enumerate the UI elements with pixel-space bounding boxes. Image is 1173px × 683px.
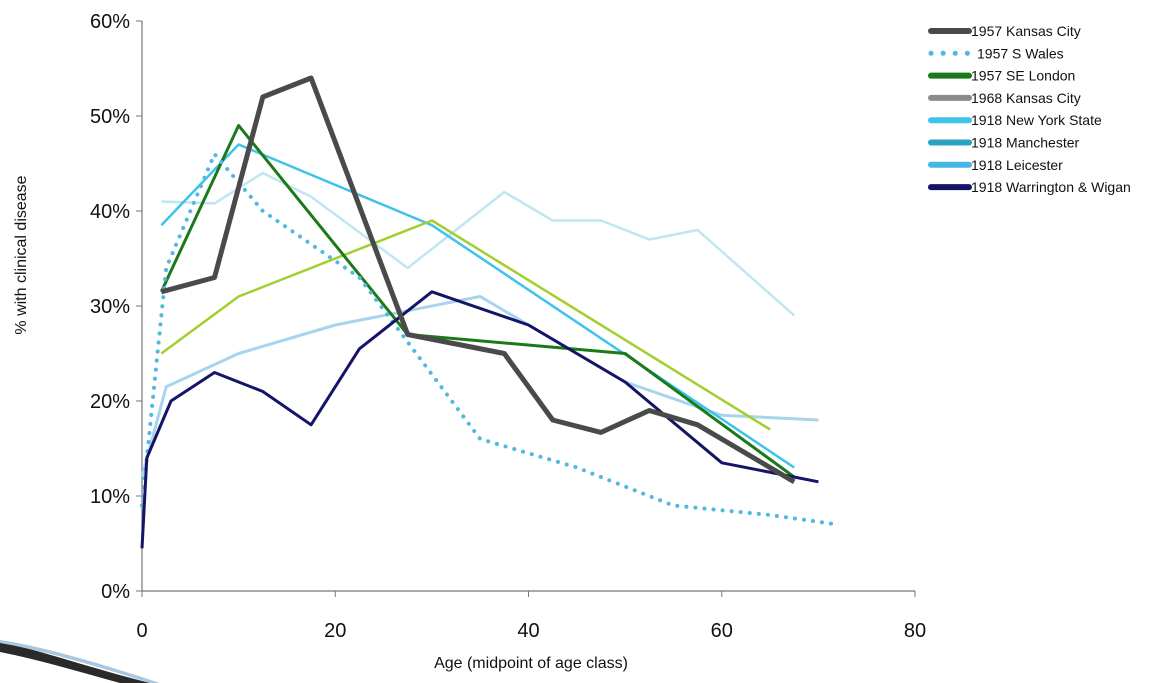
y-tick-label: 40% [90, 201, 130, 223]
y-tick-label: 60% [90, 11, 130, 33]
y-tick-label: 20% [90, 391, 130, 413]
y-tick-label: 30% [90, 296, 130, 318]
legend-item: 1957 SE London [928, 68, 1075, 84]
series-line-1918-manchester [140, 295, 819, 478]
x-tick-label: 80 [904, 620, 926, 642]
legend-item: 1957 S Wales [928, 45, 1064, 61]
y-axis-title: % with clinical disease [13, 175, 30, 334]
legend-item: 1968 Kansas City [928, 90, 1081, 106]
series-line-1957-kansas-city [160, 75, 796, 484]
legend-label: 1918 Manchester [971, 135, 1080, 151]
legend: 1957 Kansas City 1957 S Wales 1957 SE Lond… [928, 23, 1131, 195]
legend-label: 1918 New York State [971, 112, 1102, 128]
y-tick-label: 10% [90, 486, 130, 508]
legend-label: 1957 SE London [971, 68, 1075, 84]
y-tick-label: 50% [90, 106, 130, 128]
decorative-swoosh [0, 642, 150, 683]
series-layer [140, 75, 840, 549]
legend-item: 1918 Warrington & Wigan [928, 179, 1131, 195]
axes: 0% 10% 20% 30% 40% 50% 60% 0 20 40 60 80 [90, 11, 926, 642]
legend-item: 1918 Leicester [928, 157, 1063, 173]
x-tick-label: 0 [136, 620, 147, 642]
series-line-1918-leicester [160, 219, 771, 431]
x-tick-label: 20 [324, 620, 346, 642]
legend-item: 1918 Manchester [928, 135, 1080, 151]
legend-item: 1957 Kansas City [928, 23, 1081, 39]
legend-label: 1918 Warrington & Wigan [971, 179, 1131, 195]
series-line-1918-warrington-wigan [140, 290, 819, 549]
legend-label: 1918 Leicester [971, 157, 1063, 173]
decorative-swoosh-highlight [0, 640, 160, 683]
x-tick-label: 60 [711, 620, 733, 642]
x-tick-label: 40 [517, 620, 539, 642]
y-tick-label: 0% [101, 581, 130, 603]
legend-item: 1918 New York State [928, 112, 1102, 128]
legend-label: 1968 Kansas City [971, 90, 1081, 106]
series-line-1968-kansas-city [161, 171, 796, 317]
series-line-1957-s-wales [140, 152, 840, 527]
legend-label: 1957 Kansas City [971, 23, 1081, 39]
x-axis-title: Age (midpoint of age class) [434, 655, 628, 672]
legend-label: 1957 S Wales [977, 45, 1064, 61]
